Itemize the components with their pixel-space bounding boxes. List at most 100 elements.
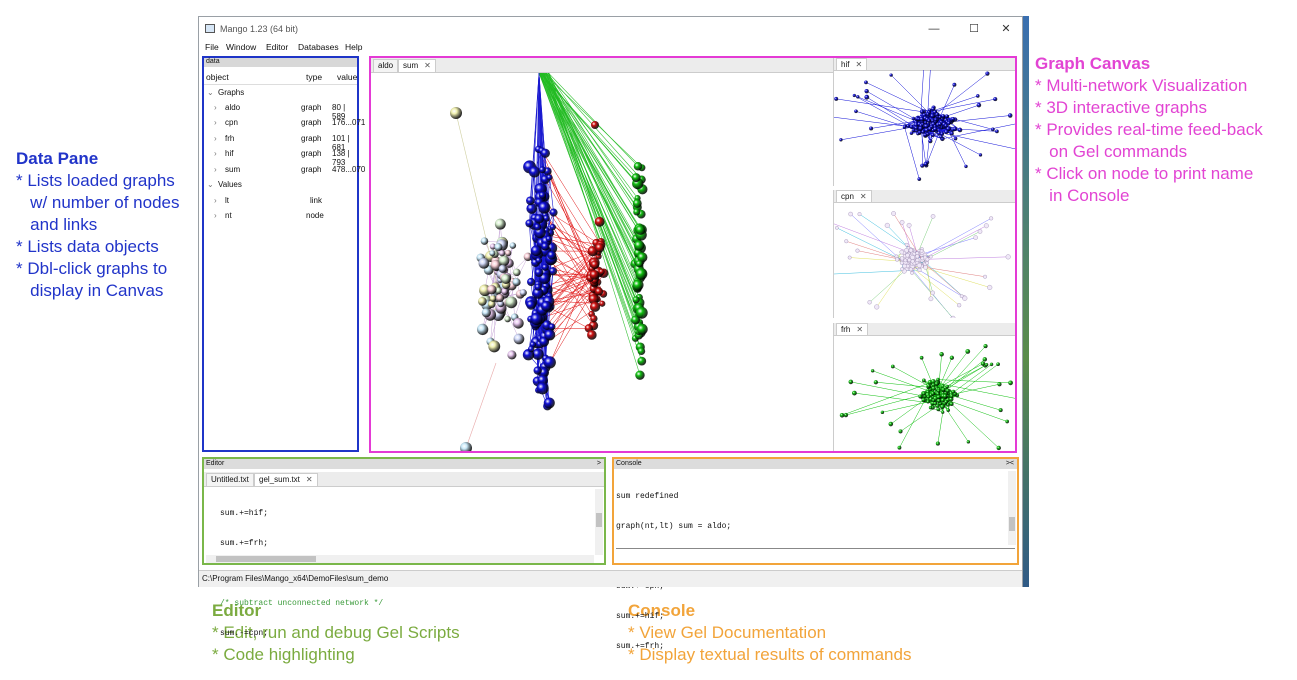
graph-edge (929, 95, 978, 113)
tab-cpn[interactable]: cpn ✕ (836, 190, 872, 202)
tab-frh[interactable]: frh ✕ (836, 323, 869, 335)
graph-node (918, 126, 923, 131)
tab-hif[interactable]: hif ✕ (836, 58, 868, 70)
annotation-line: * Click on node to print name (1035, 164, 1254, 183)
graph-edge (854, 392, 934, 404)
close-icon[interactable]: ✕ (305, 475, 313, 484)
graph-node (852, 390, 857, 396)
tree-row-sum[interactable]: › sum graph 478...070 (204, 165, 365, 179)
graph-node (941, 410, 945, 414)
graph-edge (904, 127, 920, 180)
graph-node (977, 229, 983, 234)
tree-row-aldo[interactable]: › aldo graph 80 | 589 (204, 103, 357, 121)
tab-aldo[interactable]: aldo (373, 59, 399, 72)
tree-row-nt[interactable]: › nt node (204, 211, 357, 225)
tab-sum[interactable]: sum ✕ (398, 59, 436, 72)
graph-node (938, 115, 942, 119)
tree-row-lt[interactable]: › lt link (204, 196, 357, 210)
close-icon[interactable]: ✕ (855, 60, 863, 69)
chevron-right-icon[interactable]: › (214, 211, 217, 220)
object-value: 138 | 793 (332, 149, 350, 167)
editor-vertical-scrollbar[interactable] (595, 489, 603, 555)
graph-node (952, 82, 957, 87)
console-input[interactable] (616, 548, 1015, 559)
graph-node (546, 174, 553, 181)
canvas-tab-bar: aldo sum ✕ (371, 58, 833, 73)
graph-node (929, 254, 933, 259)
menu-window[interactable]: Window (226, 42, 257, 52)
graph-node (538, 166, 546, 174)
graph-node (494, 243, 503, 252)
menu-help[interactable]: Help (345, 42, 363, 52)
annotation-line: on Gel commands (1035, 142, 1188, 161)
graph-node (928, 138, 933, 144)
frh-network-view[interactable] (834, 335, 1016, 453)
tree-row-cpn[interactable]: › cpn graph 176...071 (204, 118, 365, 132)
graph-node (910, 254, 915, 260)
graph-node (880, 410, 885, 415)
graph-node (983, 274, 987, 279)
graph-node (889, 73, 893, 77)
graph-canvas: aldo sum ✕ hif ✕ cpn ✕ frh ✕ (369, 56, 1017, 453)
graph-node (498, 255, 510, 267)
menu-databases[interactable]: Databases (298, 42, 339, 52)
chevron-right-icon[interactable]: › (214, 149, 217, 158)
chevron-right-icon[interactable]: › (214, 103, 217, 112)
side-view-tab-bar: frh ✕ (834, 323, 1015, 336)
hif-network-view[interactable] (834, 70, 1016, 186)
collapse-button[interactable]: >< (1005, 460, 1014, 467)
graph-edge (899, 394, 928, 448)
tree-group-graphs[interactable]: ⌄ Graphs (204, 88, 357, 102)
title-bar[interactable]: Mango 1.23 (64 bit) — ☐ ✕ (199, 17, 1022, 41)
tree-row-hif[interactable]: › hif graph 138 | 793 (204, 149, 357, 167)
chevron-down-icon[interactable]: ⌄ (207, 88, 214, 97)
graph-node (590, 314, 598, 323)
graph-node (598, 268, 605, 275)
maximize-button[interactable]: ☐ (969, 23, 979, 35)
code-editor[interactable]: sum.+=hif; sum.+=frh; /* subtract unconn… (220, 489, 383, 659)
graph-node (923, 161, 928, 167)
graph-node (504, 249, 512, 257)
collapse-button[interactable]: > (596, 460, 601, 467)
editor-horizontal-scrollbar[interactable] (206, 555, 594, 563)
annotation-line: * View Gel Documentation (628, 623, 827, 642)
graph-canvas-annotation: Graph Canvas * Multi-network Visualizati… (1035, 53, 1263, 207)
scroll-thumb[interactable] (596, 513, 602, 527)
graph-node (973, 235, 978, 240)
graph-node (899, 249, 905, 255)
menu-editor[interactable]: Editor (266, 42, 289, 52)
graph-node (867, 300, 872, 305)
column-object[interactable]: object (206, 72, 229, 82)
tab-gel-sum[interactable]: gel_sum.txt ✕ (254, 473, 318, 486)
annotation-line: and links (16, 215, 98, 234)
graph-node (526, 196, 535, 205)
chevron-right-icon[interactable]: › (214, 196, 217, 205)
graph-edge (954, 383, 1000, 395)
graph-node (920, 163, 925, 168)
tree-group-values[interactable]: ⌄ Values (204, 180, 357, 194)
chevron-right-icon[interactable]: › (214, 165, 217, 174)
graph-edge (921, 357, 933, 384)
graph-node (910, 271, 914, 275)
tab-untitled[interactable]: Untitled.txt (206, 473, 254, 486)
tree-row-frh[interactable]: › frh graph 101 | 681 (204, 134, 357, 152)
close-icon[interactable]: ✕ (859, 192, 867, 201)
scroll-thumb[interactable] (1009, 517, 1015, 531)
minimize-button[interactable]: — (928, 23, 940, 35)
chevron-right-icon[interactable]: › (214, 118, 217, 127)
chevron-down-icon[interactable]: ⌄ (207, 180, 214, 189)
cpn-network-view[interactable] (834, 202, 1016, 318)
column-type[interactable]: type (306, 72, 323, 82)
graph-node (922, 112, 927, 117)
main-network-view[interactable] (371, 73, 831, 453)
console-vertical-scrollbar[interactable] (1008, 471, 1016, 545)
close-icon[interactable]: ✕ (424, 61, 431, 70)
chevron-right-icon[interactable]: › (214, 134, 217, 143)
close-button[interactable]: ✕ (1001, 23, 1011, 35)
menu-bar: File Window Editor Databases Help (199, 41, 1022, 55)
graph-node (589, 269, 600, 280)
menu-file[interactable]: File (205, 42, 219, 52)
scroll-thumb[interactable] (216, 556, 316, 562)
column-value[interactable]: value (337, 72, 358, 82)
close-icon[interactable]: ✕ (856, 325, 864, 334)
